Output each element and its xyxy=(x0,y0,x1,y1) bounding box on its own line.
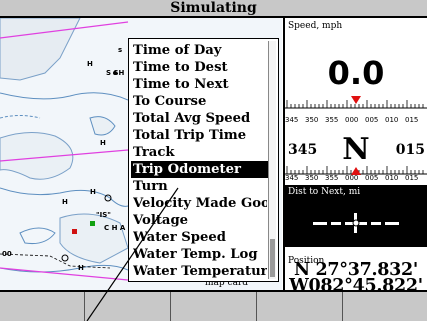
tape-tick-label: 355 xyxy=(325,174,339,182)
course-deviation-bar xyxy=(313,213,399,233)
menu-scrollbar[interactable] xyxy=(268,41,276,279)
depth-label: "IS" xyxy=(96,211,111,219)
compass-tape-bottom xyxy=(285,166,427,175)
speed-value: 0.0 xyxy=(327,54,385,92)
heading-right-value: 015 xyxy=(395,142,425,158)
compass-pointer-icon xyxy=(351,167,361,175)
menu-item[interactable]: Velocity Made Good xyxy=(133,196,267,211)
softkey-divider xyxy=(170,292,171,321)
dist-to-next-label: Dist to Next, mi xyxy=(288,187,361,197)
heading-letter: N xyxy=(342,132,370,167)
speed-label: Speed, mph xyxy=(288,21,343,31)
tape-labels: 345 350 355 000 005 010 015 xyxy=(285,116,427,130)
menu-item[interactable]: Time to Next xyxy=(133,77,229,92)
menu-item[interactable]: Turn xyxy=(133,179,168,194)
depth-label: H xyxy=(87,60,93,68)
dist-to-next-field: Dist to Next, mi xyxy=(285,185,427,247)
depth-label: 00 xyxy=(2,250,12,258)
menu-item[interactable]: Track xyxy=(133,145,175,160)
menu-item[interactable]: Voltage xyxy=(133,213,189,228)
softkey-divider xyxy=(342,292,343,321)
softkey-divider xyxy=(84,292,85,321)
tape-tick-label: 010 xyxy=(385,116,399,124)
compass-tape-top xyxy=(285,96,427,109)
menu-item[interactable]: Time of Day xyxy=(133,43,222,58)
compass-pointer-icon xyxy=(351,96,361,104)
page-title: Simulating xyxy=(170,0,257,16)
tape-tick-label: 005 xyxy=(365,174,379,182)
depth-label: H xyxy=(62,198,68,206)
title-bar: Simulating xyxy=(0,0,427,18)
depth-label: H xyxy=(78,264,84,272)
tape-tick-label: 015 xyxy=(405,174,419,182)
data-field-menu[interactable]: Time of Day Time to Dest Time to Next To Co… xyxy=(128,38,279,282)
depth-label: H xyxy=(100,139,106,147)
tape-tick-label: 015 xyxy=(405,116,419,124)
menu-item[interactable]: To Course xyxy=(133,94,207,109)
softkey-divider xyxy=(256,292,257,321)
tape-tick-label: 000 xyxy=(345,174,359,182)
tape-tick-label: 355 xyxy=(325,116,339,124)
depth-label: S SH xyxy=(106,69,125,77)
latitude-value: N 27°37.832' xyxy=(294,260,418,280)
menu-item[interactable]: Total Avg Speed xyxy=(133,111,251,126)
menu-item[interactable]: Trip Odometer xyxy=(131,161,269,178)
depth-label: s xyxy=(118,46,122,54)
scrollbar-thumb[interactable] xyxy=(270,239,275,277)
tape-tick-label: 345 xyxy=(285,174,299,182)
heading-left-value: 345 xyxy=(288,142,318,158)
tape-tick-label: 000 xyxy=(345,116,359,124)
menu-item[interactable]: Water Speed xyxy=(133,230,226,245)
position-label: Position xyxy=(288,256,325,266)
menu-item[interactable]: Water Temperature xyxy=(133,264,267,279)
depth-label: H xyxy=(90,188,96,196)
tape-labels: 345 350 355 000 005 010 015 xyxy=(285,174,427,188)
tape-tick-label: 010 xyxy=(385,174,399,182)
menu-item[interactable]: Total Trip Time xyxy=(133,128,247,143)
map-card-label: map card xyxy=(205,278,248,288)
menu-item[interactable]: Time to Dest xyxy=(133,60,228,75)
data-panels: Speed, mph 0.0 345 350 355 000 005 010 015 345… xyxy=(283,18,427,296)
tape-tick-label: 005 xyxy=(365,116,379,124)
tape-tick-label: 350 xyxy=(305,174,319,182)
depth-label: C H A xyxy=(104,224,126,232)
softkey-bar xyxy=(0,290,427,321)
tape-tick-label: 350 xyxy=(305,116,319,124)
menu-item[interactable]: Water Temp. Log xyxy=(133,247,258,262)
tape-tick-label: 345 xyxy=(285,116,299,124)
